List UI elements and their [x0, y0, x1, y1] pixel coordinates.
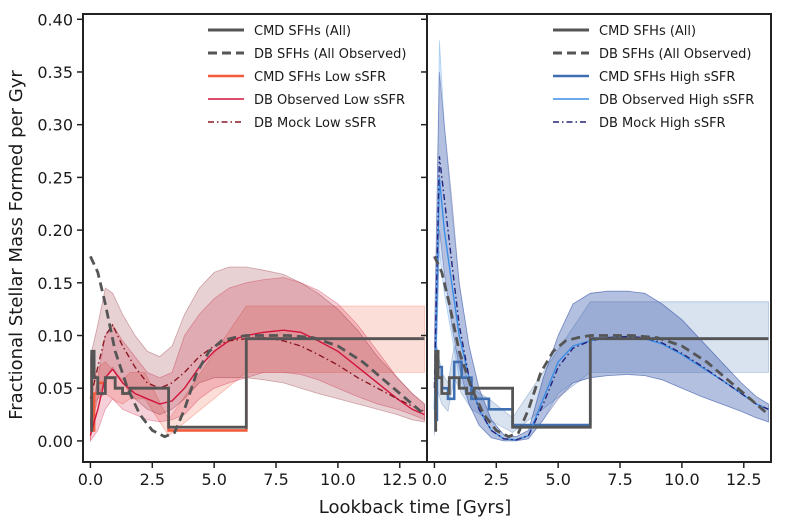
legend-label: CMD SFHs High sSFR [599, 70, 735, 85]
low-ssfr-band-1 [90, 277, 425, 443]
high-ssfr-shared-series-0 [434, 337, 769, 432]
legend-label: DB SFHs (All Observed) [599, 47, 751, 62]
plot-area [89, 255, 426, 443]
legend: CMD SFHs (All) DB SFHs (All Observed) CMD … [208, 24, 406, 131]
right-panel-high-ssfr: 0.0 2.5 5.0 7.5 10.0 12.5 CMD SFHs (All) DB SFH… [421, 13, 772, 489]
y-tick-label: 0.10 [37, 327, 73, 346]
low-ssfr-shared-series-1 [89, 255, 426, 439]
x-axis-label: Lookback time [Gyrs] [319, 497, 511, 518]
x-tick-label: 0.0 [78, 470, 103, 489]
x-tick-label: 5.0 [201, 470, 226, 489]
low-ssfr-shared-series-0 [90, 337, 425, 432]
high-ssfr-band-0 [434, 301, 769, 436]
y-tick-label: 0.25 [37, 168, 73, 187]
legend-label: DB Mock Low sSFR [254, 116, 376, 131]
x-tick-label: 12.5 [382, 470, 418, 489]
high-ssfr-series-2 [433, 156, 769, 441]
x-tick-label: 10.0 [664, 470, 700, 489]
legend: CMD SFHs (All) DB SFHs (All Observed) CMD … [553, 24, 754, 131]
legend-label: DB SFHs (All Observed) [254, 47, 406, 62]
legend-label: DB Mock High sSFR [599, 116, 726, 131]
y-tick-label: 0.30 [37, 116, 73, 135]
y-tick-label: 0.40 [37, 10, 73, 29]
legend-label: DB Observed Low sSFR [254, 93, 405, 108]
high-ssfr-series-1 [433, 177, 769, 441]
y-tick-label: 0.35 [37, 63, 73, 82]
low-ssfr-band-2 [90, 266, 425, 431]
legend-label: DB Observed High sSFR [599, 93, 754, 108]
legend-label: CMD SFHs Low sSFR [254, 70, 386, 85]
x-tick-label: 5.0 [545, 470, 570, 489]
legend-label: CMD SFHs (All) [254, 24, 351, 39]
y-tick-label: 0.20 [37, 221, 73, 240]
left-panel-low-ssfr: 0.0 2.5 5.0 7.5 10.0 12.5 0.00 0.05 0.10 0.15 0.20… [37, 10, 428, 489]
x-tick-label: 0.0 [422, 470, 447, 489]
high-ssfr-shared-series-1 [433, 255, 770, 439]
x-tick-label: 7.5 [607, 470, 632, 489]
axes-labels: Lookback time [Gyrs] Fractional Stellar … [6, 70, 511, 518]
axes-frame [426, 13, 772, 463]
x-tick-label: 2.5 [140, 470, 165, 489]
legend-label: CMD SFHs (All) [599, 24, 696, 39]
x-tick-label: 2.5 [484, 470, 509, 489]
low-ssfr-series-1 [89, 329, 425, 436]
y-tick-label: 0.15 [37, 274, 73, 293]
y-axis-label: Fractional Stellar Mass Formed per Gyr [6, 70, 27, 420]
plot-area [433, 40, 770, 442]
x-tick-label: 7.5 [263, 470, 288, 489]
y-tick-label: 0.00 [37, 432, 73, 451]
low-ssfr-series-2 [89, 323, 425, 413]
x-tick-label: 10.0 [320, 470, 356, 489]
y-tick-label: 0.05 [37, 379, 73, 398]
x-tick-label: 12.5 [726, 470, 762, 489]
